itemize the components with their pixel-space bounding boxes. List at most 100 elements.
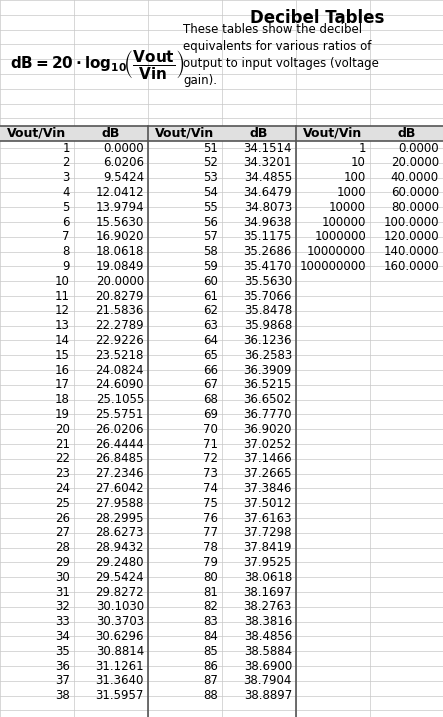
Text: 36.3909: 36.3909 xyxy=(244,364,292,376)
Text: 70: 70 xyxy=(203,423,218,436)
Text: 35.8478: 35.8478 xyxy=(244,304,292,318)
Text: 19: 19 xyxy=(55,408,70,421)
Text: 38.0618: 38.0618 xyxy=(244,571,292,584)
Text: 6.0206: 6.0206 xyxy=(103,156,144,169)
Text: 38.2763: 38.2763 xyxy=(244,600,292,613)
Text: 1: 1 xyxy=(62,141,70,154)
Text: 59: 59 xyxy=(203,260,218,273)
Text: 37.2665: 37.2665 xyxy=(244,467,292,480)
Text: Vout/Vin: Vout/Vin xyxy=(8,127,66,140)
Text: 32: 32 xyxy=(55,600,70,613)
Text: 54: 54 xyxy=(203,186,218,199)
Text: 38.4856: 38.4856 xyxy=(244,630,292,643)
Text: 19.0849: 19.0849 xyxy=(96,260,144,273)
Text: 10000000: 10000000 xyxy=(307,245,366,258)
Text: 38: 38 xyxy=(55,689,70,702)
Text: 22.2789: 22.2789 xyxy=(95,319,144,332)
Text: 37.8419: 37.8419 xyxy=(244,541,292,554)
Text: 34.6479: 34.6479 xyxy=(243,186,292,199)
Text: 18.0618: 18.0618 xyxy=(96,245,144,258)
Text: 10: 10 xyxy=(351,156,366,169)
Text: 35: 35 xyxy=(55,645,70,657)
Text: dB: dB xyxy=(398,127,416,140)
Text: 84: 84 xyxy=(203,630,218,643)
Text: 21.5836: 21.5836 xyxy=(96,304,144,318)
Text: 37.6163: 37.6163 xyxy=(244,511,292,525)
Text: 64: 64 xyxy=(203,334,218,347)
Text: 10000: 10000 xyxy=(329,201,366,214)
Text: 34.9638: 34.9638 xyxy=(244,216,292,229)
Text: 23: 23 xyxy=(55,467,70,480)
Text: 15: 15 xyxy=(55,348,70,361)
Text: 62: 62 xyxy=(203,304,218,318)
Text: 27.2346: 27.2346 xyxy=(95,467,144,480)
Text: 36.5215: 36.5215 xyxy=(244,379,292,391)
Text: 81: 81 xyxy=(203,586,218,599)
Text: 85: 85 xyxy=(203,645,218,657)
Text: 4: 4 xyxy=(62,186,70,199)
Text: 28: 28 xyxy=(55,541,70,554)
Text: 38.6900: 38.6900 xyxy=(244,660,292,673)
Text: 10: 10 xyxy=(55,275,70,288)
Text: 24: 24 xyxy=(55,482,70,495)
Text: 86: 86 xyxy=(203,660,218,673)
Text: 31.1261: 31.1261 xyxy=(95,660,144,673)
Text: 8: 8 xyxy=(62,245,70,258)
Text: 76: 76 xyxy=(203,511,218,525)
Text: 29: 29 xyxy=(55,556,70,569)
Text: 61: 61 xyxy=(203,290,218,303)
Text: 100.0000: 100.0000 xyxy=(384,216,439,229)
Text: 40.0000: 40.0000 xyxy=(391,171,439,184)
Text: 37.7298: 37.7298 xyxy=(244,526,292,539)
Text: 34.8073: 34.8073 xyxy=(244,201,292,214)
Text: 100000000: 100000000 xyxy=(299,260,366,273)
Text: 36: 36 xyxy=(55,660,70,673)
Text: 27.9588: 27.9588 xyxy=(96,497,144,510)
Text: 80.0000: 80.0000 xyxy=(391,201,439,214)
Text: 31.3640: 31.3640 xyxy=(96,674,144,688)
Text: 160.0000: 160.0000 xyxy=(383,260,439,273)
Text: 65: 65 xyxy=(203,348,218,361)
Text: 68: 68 xyxy=(203,393,218,406)
Text: 37: 37 xyxy=(55,674,70,688)
Text: 69: 69 xyxy=(203,408,218,421)
Text: 22.9226: 22.9226 xyxy=(95,334,144,347)
Text: 25.1055: 25.1055 xyxy=(96,393,144,406)
Text: 5: 5 xyxy=(62,201,70,214)
Text: 18: 18 xyxy=(55,393,70,406)
Text: 57: 57 xyxy=(203,230,218,243)
Text: 31.5957: 31.5957 xyxy=(96,689,144,702)
Text: 74: 74 xyxy=(203,482,218,495)
Text: 24.0824: 24.0824 xyxy=(96,364,144,376)
Text: 55: 55 xyxy=(203,201,218,214)
Text: 30.6296: 30.6296 xyxy=(96,630,144,643)
Text: dB: dB xyxy=(250,127,268,140)
Text: 26: 26 xyxy=(55,511,70,525)
Text: 36.2583: 36.2583 xyxy=(244,348,292,361)
Text: 73: 73 xyxy=(203,467,218,480)
Text: 0.0000: 0.0000 xyxy=(398,141,439,154)
Text: 1000: 1000 xyxy=(336,186,366,199)
Text: 36.1236: 36.1236 xyxy=(244,334,292,347)
Text: 78: 78 xyxy=(203,541,218,554)
Text: 36.6502: 36.6502 xyxy=(244,393,292,406)
Text: 88: 88 xyxy=(203,689,218,702)
Text: 87: 87 xyxy=(203,674,218,688)
Text: 0.0000: 0.0000 xyxy=(103,141,144,154)
Text: 35.4170: 35.4170 xyxy=(244,260,292,273)
Text: 35.5630: 35.5630 xyxy=(244,275,292,288)
Text: 56: 56 xyxy=(203,216,218,229)
Text: 14: 14 xyxy=(55,334,70,347)
Text: 34.4855: 34.4855 xyxy=(244,171,292,184)
Text: 34.1514: 34.1514 xyxy=(244,141,292,154)
Text: 36.7770: 36.7770 xyxy=(244,408,292,421)
Text: These tables show the decibel
equivalents for various ratios of
output to input : These tables show the decibel equivalent… xyxy=(183,23,379,87)
Text: 60.0000: 60.0000 xyxy=(391,186,439,199)
Text: 140.0000: 140.0000 xyxy=(383,245,439,258)
Text: 38.7904: 38.7904 xyxy=(244,674,292,688)
Text: 37.9525: 37.9525 xyxy=(244,556,292,569)
Text: 63: 63 xyxy=(203,319,218,332)
Bar xyxy=(0,125,443,141)
Text: 28.2995: 28.2995 xyxy=(96,511,144,525)
Text: 2: 2 xyxy=(62,156,70,169)
